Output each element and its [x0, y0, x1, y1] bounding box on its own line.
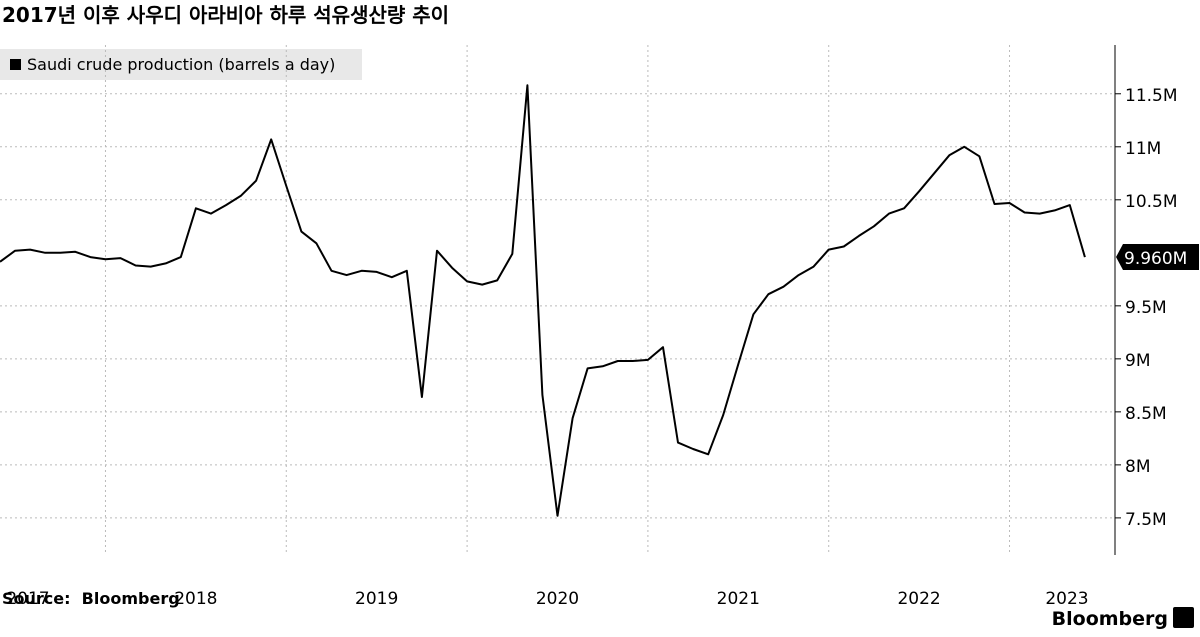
x-tick-label: 2019 [355, 589, 398, 609]
x-tick-label: 2018 [174, 589, 217, 609]
source: Source: Bloomberg [2, 589, 180, 608]
brand-icon [1173, 607, 1194, 628]
y-tick-label: 8M [1125, 457, 1150, 477]
y-tick-label: 11.5M [1125, 86, 1178, 106]
chart-title: 2017년 이후 사우디 아라비아 하루 석유생산량 추이 [2, 3, 449, 27]
x-tick-label: 2021 [717, 589, 760, 609]
y-tick-label: 8.5M [1125, 404, 1167, 424]
y-tick-label: 9.5M [1125, 298, 1167, 318]
value-label-box [1116, 244, 1199, 271]
x-tick-label: 2023 [1045, 589, 1088, 609]
legend-label: Saudi crude production (barrels a day) [27, 55, 335, 74]
x-tick-label: 2017 [6, 589, 49, 609]
x-tick-label: 2020 [536, 589, 579, 609]
series-line [0, 84, 1086, 517]
value-label: 9.960M [1124, 249, 1187, 269]
y-tick-label: 9M [1125, 351, 1150, 371]
legend-box [0, 49, 362, 80]
x-tick-label: 2022 [897, 589, 940, 609]
brand-logo: Bloomberg [1052, 608, 1168, 630]
y-tick-label: 7.5M [1125, 510, 1167, 530]
legend-swatch [10, 59, 21, 70]
y-tick-label: 10.5M [1125, 192, 1178, 212]
y-tick-label: 11M [1125, 139, 1161, 159]
